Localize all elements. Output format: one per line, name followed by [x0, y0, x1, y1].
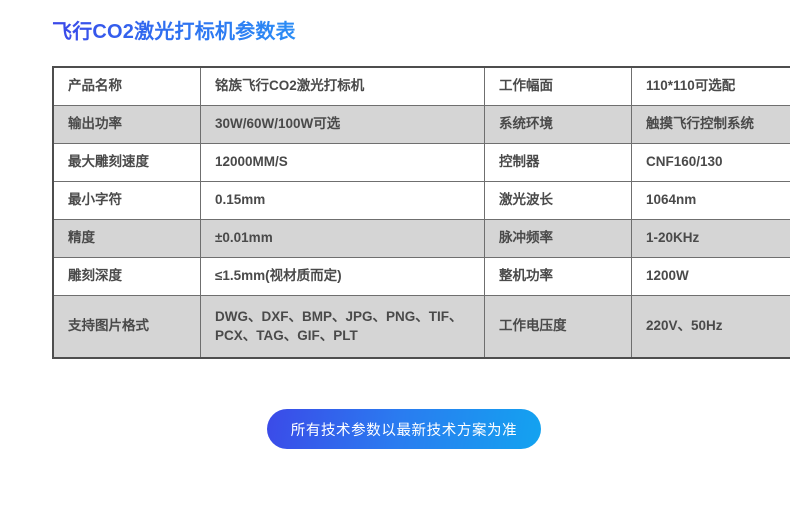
spec-value: ±0.01mm — [200, 218, 485, 258]
table-row: 输出功率 30W/60W/100W可选 系统环境 触摸飞行控制系统 — [52, 104, 790, 144]
spec-value: 铭族飞行CO2激光打标机 — [200, 66, 485, 106]
spec-label: 产品名称 — [52, 66, 201, 106]
specifications-table-body: 产品名称 铭族飞行CO2激光打标机 工作幅面 110*110可选配 输出功率 3… — [52, 66, 790, 359]
spec-label: 脉冲频率 — [484, 218, 632, 258]
table-row: 支持图片格式 DWG、DXF、BMP、JPG、PNG、TIF、PCX、TAG、G… — [52, 294, 790, 359]
spec-value: DWG、DXF、BMP、JPG、PNG、TIF、PCX、TAG、GIF、PLT — [200, 294, 485, 359]
spec-label: 系统环境 — [484, 104, 632, 144]
spec-label: 控制器 — [484, 142, 632, 182]
spec-value: ≤1.5mm(视材质而定) — [200, 256, 485, 296]
table-row: 最大雕刻速度 12000MM/S 控制器 CNF160/130 — [52, 142, 790, 182]
technical-parameters-note-button[interactable]: 所有技术参数以最新技术方案为准 — [267, 409, 541, 449]
table-row: 精度 ±0.01mm 脉冲频率 1-20KHz — [52, 218, 790, 258]
spec-value: 1064nm — [631, 180, 790, 220]
table-row: 最小字符 0.15mm 激光波长 1064nm — [52, 180, 790, 220]
spec-label: 支持图片格式 — [52, 294, 201, 359]
spec-label: 激光波长 — [484, 180, 632, 220]
spec-label: 精度 — [52, 218, 201, 258]
spec-value: 1200W — [631, 256, 790, 296]
page-title: 飞行CO2激光打标机参数表 — [52, 18, 296, 46]
spec-label: 输出功率 — [52, 104, 201, 144]
spec-value: CNF160/130 — [631, 142, 790, 182]
spec-value: 触摸飞行控制系统 — [631, 104, 790, 144]
spec-label: 最小字符 — [52, 180, 201, 220]
spec-value: 110*110可选配 — [631, 66, 790, 106]
spec-label: 最大雕刻速度 — [52, 142, 201, 182]
specifications-table: 产品名称 铭族飞行CO2激光打标机 工作幅面 110*110可选配 输出功率 3… — [52, 66, 790, 359]
table-row: 雕刻深度 ≤1.5mm(视材质而定) 整机功率 1200W — [52, 256, 790, 296]
spec-value: 1-20KHz — [631, 218, 790, 258]
spec-label: 雕刻深度 — [52, 256, 201, 296]
spec-value: 0.15mm — [200, 180, 485, 220]
spec-value: 12000MM/S — [200, 142, 485, 182]
table-row: 产品名称 铭族飞行CO2激光打标机 工作幅面 110*110可选配 — [52, 66, 790, 106]
spec-value: 220V、50Hz — [631, 294, 790, 359]
spec-label: 工作电压度 — [484, 294, 632, 359]
spec-label: 整机功率 — [484, 256, 632, 296]
spec-value: 30W/60W/100W可选 — [200, 104, 485, 144]
spec-label: 工作幅面 — [484, 66, 632, 106]
